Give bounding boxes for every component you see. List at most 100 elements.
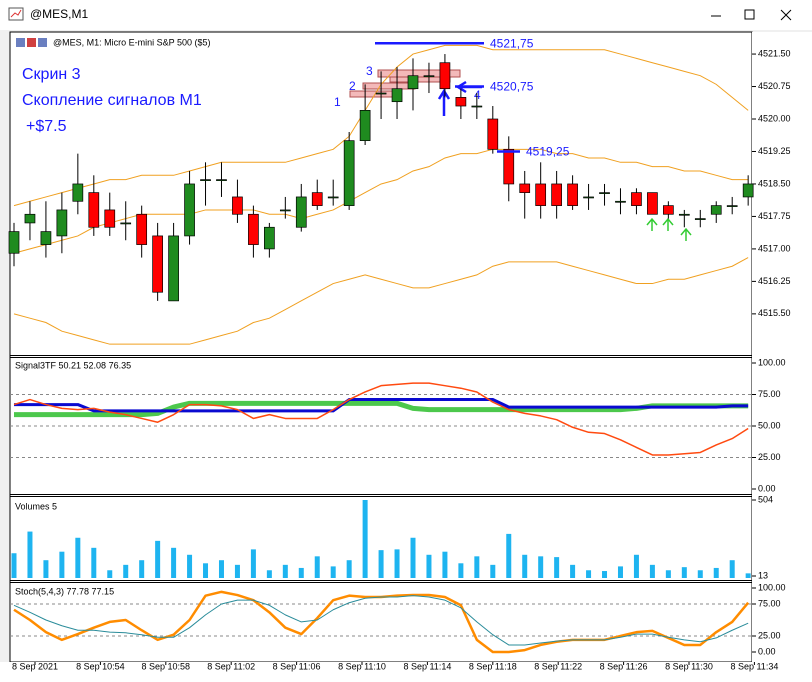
level-label: 4520,75 bbox=[490, 80, 534, 94]
candle-body bbox=[232, 196, 243, 215]
volume-bar bbox=[27, 531, 33, 578]
volume-bar bbox=[187, 554, 193, 578]
volume-bar bbox=[713, 567, 719, 578]
y-tick-label: 75.00 bbox=[758, 598, 781, 608]
y-tick-label: 13 bbox=[758, 570, 768, 580]
level-label: 4521,75 bbox=[490, 36, 534, 50]
candle-body bbox=[104, 209, 116, 228]
y-tick-label: 4517.75 bbox=[758, 211, 791, 221]
time-label: 8 Sep 11:22 bbox=[534, 661, 582, 671]
volume-bar bbox=[522, 554, 528, 578]
volume-bar bbox=[681, 567, 687, 578]
y-tick-label: 100.00 bbox=[758, 582, 786, 592]
candle-body bbox=[24, 213, 36, 224]
time-label: 8 Sep 2021 bbox=[12, 661, 58, 671]
volume-bar bbox=[442, 551, 448, 578]
volume-bar bbox=[602, 571, 608, 578]
candle-body bbox=[647, 192, 658, 215]
candle-body bbox=[423, 75, 435, 78]
candle-body bbox=[168, 235, 179, 302]
y-tick-label: 4516.25 bbox=[758, 276, 791, 286]
candle-body bbox=[503, 148, 515, 185]
marker-label: 3 bbox=[366, 64, 373, 78]
candle-body bbox=[375, 92, 387, 95]
volume-bar bbox=[282, 564, 288, 578]
candle-body bbox=[726, 205, 738, 207]
volume-bar bbox=[234, 564, 240, 578]
volume-bar bbox=[538, 556, 544, 578]
volume-bar bbox=[203, 563, 209, 578]
candle-body bbox=[359, 109, 371, 142]
y-tick-label: 4518.50 bbox=[758, 178, 791, 188]
signal-box bbox=[362, 82, 416, 90]
time-label: 8 Sep 11:34 bbox=[730, 661, 778, 671]
signal-box bbox=[349, 90, 395, 98]
volume-bar bbox=[410, 537, 416, 578]
bollinger-band bbox=[13, 257, 749, 345]
buy-arrows bbox=[646, 217, 692, 241]
volume-bar bbox=[506, 533, 512, 578]
candle-body bbox=[184, 183, 195, 237]
candle-body bbox=[710, 205, 722, 215]
candle-body bbox=[551, 183, 562, 206]
candle-body bbox=[295, 196, 307, 228]
candle-body bbox=[311, 192, 323, 206]
candle-body bbox=[343, 140, 355, 206]
chart-icon bbox=[27, 38, 36, 47]
volume-bar bbox=[91, 547, 97, 578]
y-tick-label: 4515.50 bbox=[758, 308, 791, 318]
panel-title: Stoch(5,4,3) 77.78 77.15 bbox=[15, 586, 114, 596]
time-label: 8 Sep 11:02 bbox=[207, 661, 255, 671]
candle-body bbox=[583, 196, 594, 199]
candle-body bbox=[694, 218, 706, 220]
time-label: 8 Sep 11:14 bbox=[403, 661, 451, 671]
indicator-line bbox=[14, 398, 749, 413]
time-label: 8 Sep 11:10 bbox=[338, 661, 386, 671]
indicator-line bbox=[14, 400, 749, 418]
volume-bar bbox=[43, 560, 49, 578]
window-title: @MES,M1 bbox=[30, 7, 89, 21]
time-label: 8 Sep 10:58 bbox=[142, 661, 191, 671]
y-tick-label: 4519.25 bbox=[758, 146, 791, 156]
candle-body bbox=[471, 105, 483, 108]
volume-bar bbox=[426, 554, 432, 578]
price-axis bbox=[752, 32, 812, 682]
y-tick-label: 0.00 bbox=[758, 483, 776, 493]
candle-body bbox=[152, 235, 163, 293]
volume-bar bbox=[250, 549, 256, 578]
time-axis bbox=[0, 662, 812, 682]
volume-bar bbox=[139, 560, 145, 578]
indicator-line bbox=[13, 382, 749, 456]
candle-body bbox=[264, 226, 275, 250]
candle-body bbox=[631, 192, 642, 206]
volume-bar bbox=[59, 551, 65, 578]
chart-icon bbox=[16, 38, 25, 47]
volume-bar bbox=[155, 540, 161, 578]
annotation: Скопление сигналов М1 bbox=[22, 92, 202, 109]
candle-body bbox=[663, 205, 674, 215]
annotation: Скрин 3 bbox=[22, 66, 81, 83]
y-tick-label: 100.00 bbox=[758, 357, 786, 367]
signal-arrow bbox=[437, 88, 451, 116]
candle-body bbox=[455, 97, 467, 107]
indicator-line bbox=[13, 595, 749, 646]
volume-bar bbox=[314, 556, 320, 578]
restore-button[interactable] bbox=[744, 9, 755, 20]
chart-icon bbox=[38, 38, 47, 47]
volume-bar bbox=[378, 550, 384, 578]
close-button[interactable] bbox=[780, 9, 792, 21]
candle-body bbox=[327, 196, 339, 199]
volume-bar bbox=[729, 560, 735, 578]
panel-title: Signal3TF 50.21 52.08 76.35 bbox=[15, 360, 131, 370]
title-bar bbox=[0, 0, 812, 30]
y-tick-label: 4521.50 bbox=[758, 48, 791, 58]
candle-body bbox=[391, 88, 403, 103]
y-tick-label: 4520.00 bbox=[758, 113, 791, 123]
candle-body bbox=[535, 183, 547, 206]
volume-bar bbox=[570, 564, 576, 578]
candle-body bbox=[279, 209, 291, 212]
y-tick-label: 75.00 bbox=[758, 389, 781, 399]
volume-bar bbox=[123, 564, 129, 578]
volume-bar bbox=[697, 570, 703, 578]
